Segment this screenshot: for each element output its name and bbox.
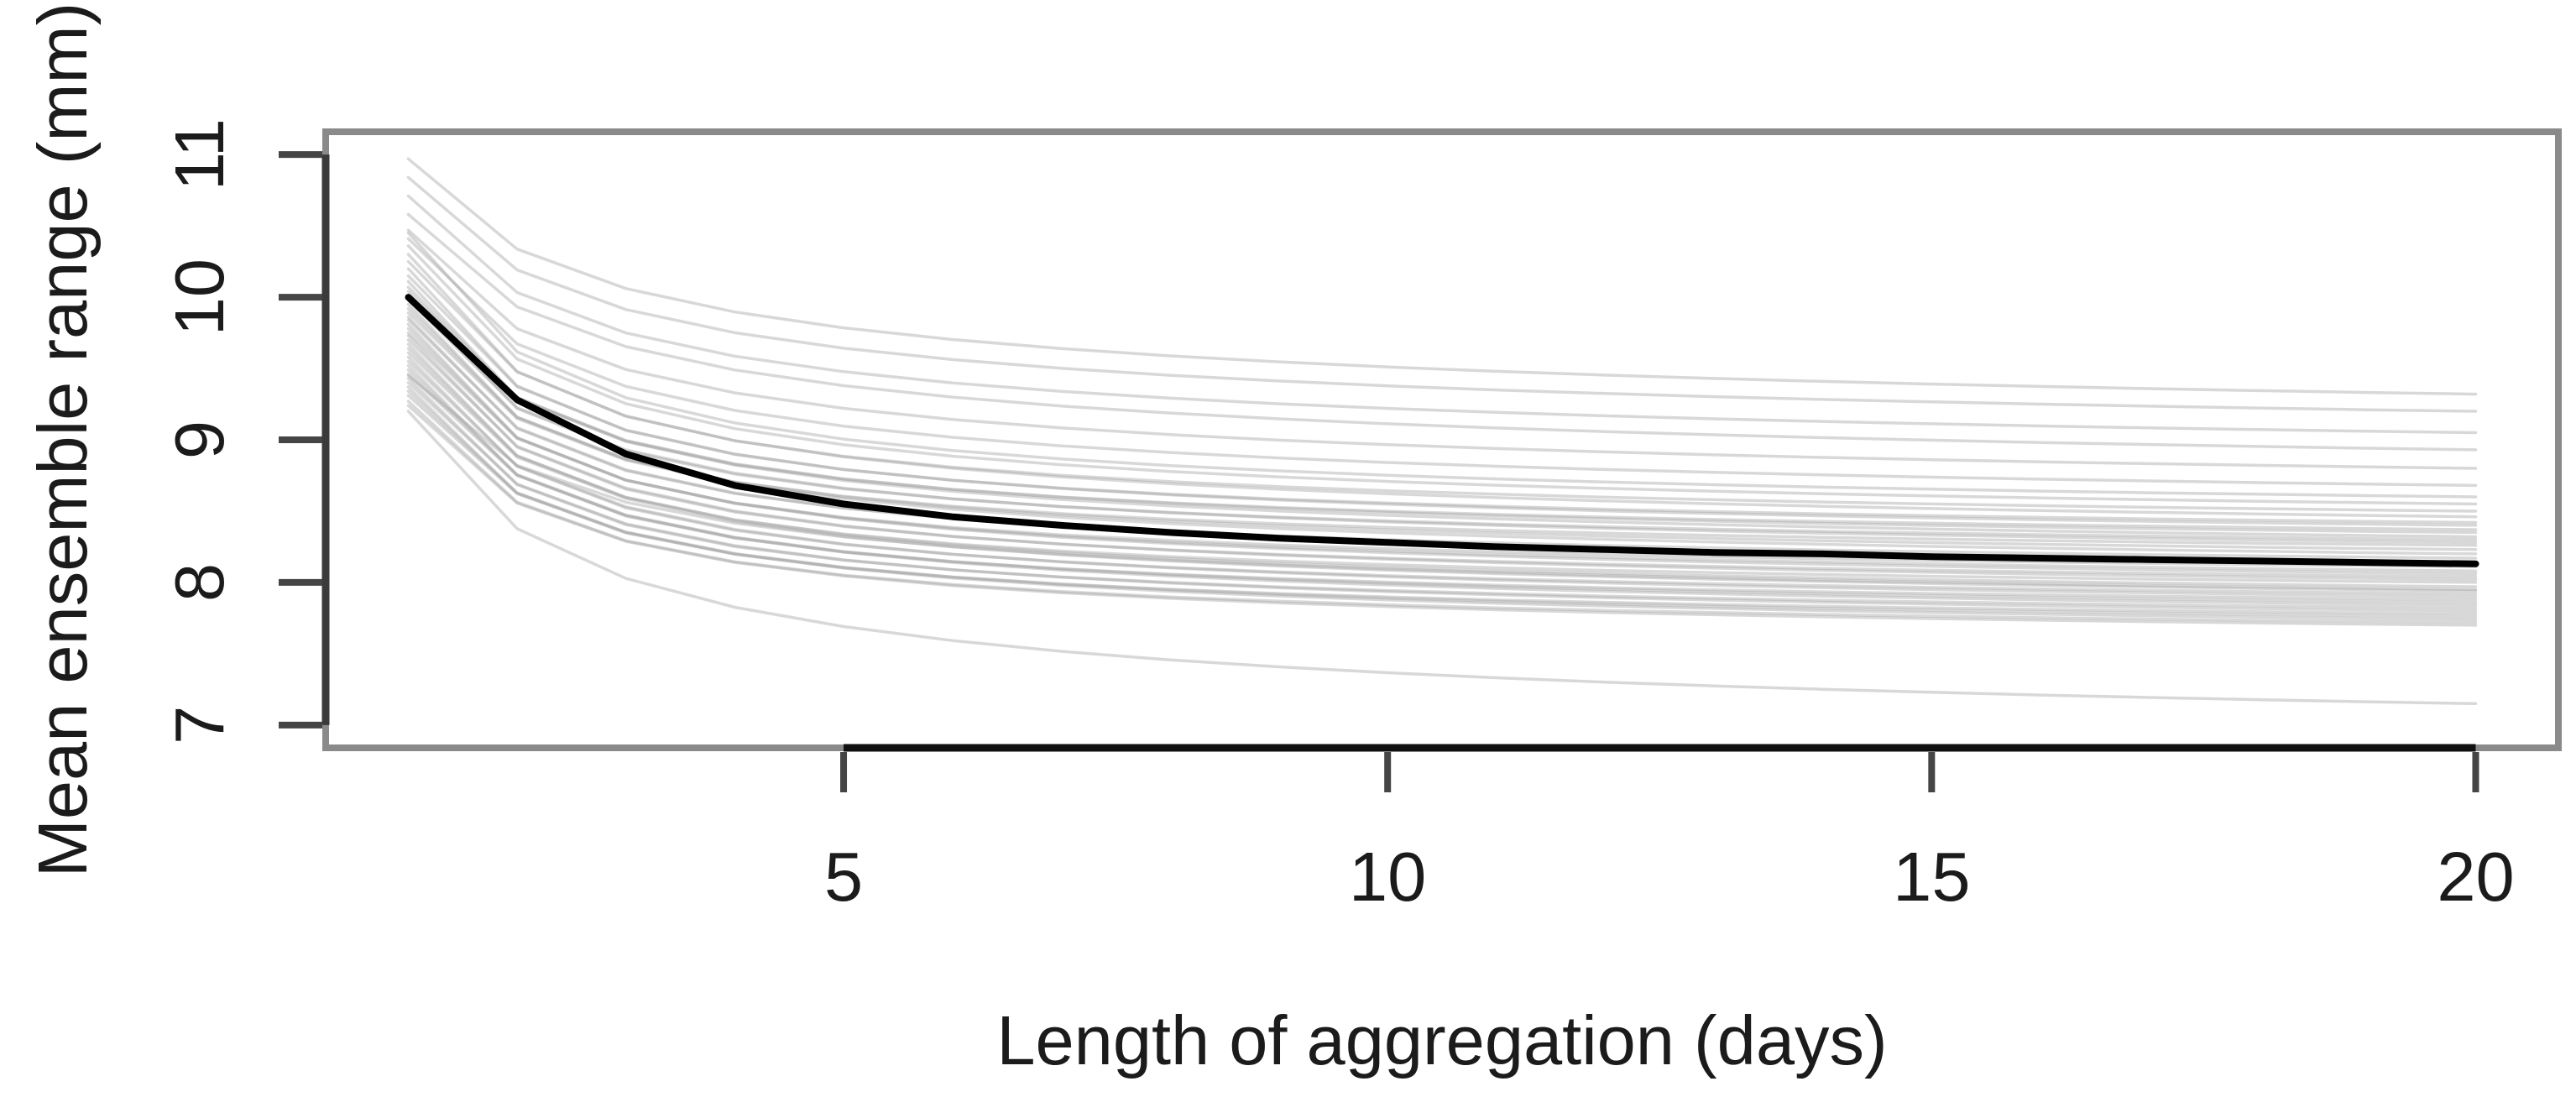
ensemble-member-line: [406, 302, 2478, 547]
x-axis: 5 10 15 20: [824, 752, 2515, 916]
y-tick-label: 7: [160, 706, 238, 744]
ensemble-member-line: [406, 244, 2478, 506]
ensemble-member-line: [406, 212, 2478, 452]
ensemble-member-line: [406, 228, 2478, 470]
ensemble-member-line: [406, 338, 2478, 582]
ensemble-member-line: [406, 342, 2478, 584]
x-tick-label: 15: [1893, 838, 1970, 916]
y-tick-label: 11: [160, 118, 238, 191]
ensemble-member-line: [406, 157, 2478, 396]
ensemble-member-line: [406, 373, 2478, 607]
ensemble-member-line: [406, 334, 2478, 578]
x-axis-title: Length of aggregation (days): [996, 1001, 1887, 1079]
ensemble-member-line: [406, 279, 2478, 531]
ensemble-member-line: [406, 394, 2478, 621]
ensemble-member-line: [406, 285, 2478, 535]
ensemble-member-line: [406, 374, 2478, 592]
ensemble-member-line: [406, 368, 2478, 604]
ensemble-member-line: [406, 194, 2478, 435]
ensemble-member-line: [406, 290, 2478, 539]
ensemble-member-line: [406, 359, 2478, 598]
ensemble-member-line: [406, 306, 2478, 551]
plot-box: [322, 128, 2562, 751]
ensemble-member-line: [406, 347, 2478, 588]
ensemble-member-line: [406, 267, 2478, 525]
ensemble-member-line: [406, 294, 2478, 541]
ensemble-member-line: [406, 298, 2478, 545]
ensemble-member-line: [406, 377, 2478, 610]
y-tick-label: 9: [160, 421, 238, 459]
ensemble-member-line: [406, 237, 2478, 488]
x-tick-label: 10: [1349, 838, 1426, 916]
ensemble-member-line: [406, 389, 2478, 619]
y-axis: 7 8 9 10 11: [160, 118, 322, 744]
ensemble-member-lines: [406, 157, 2478, 706]
x-tick-label: 20: [2437, 838, 2514, 916]
ensemble-member-line: [406, 381, 2478, 613]
ensemble-member-line: [406, 410, 2478, 706]
ensemble-member-line: [406, 175, 2478, 413]
y-axis-title: Mean ensemble range (mm): [24, 3, 102, 878]
ensemble-member-line: [406, 400, 2478, 624]
ensemble-member-line: [406, 326, 2478, 573]
ensemble-member-line: [406, 253, 2478, 513]
ensemble-member-line: [406, 274, 2478, 527]
ensemble-member-line: [406, 355, 2478, 596]
ensemble-member-line: [406, 385, 2478, 616]
ensemble-member-line: [406, 363, 2478, 602]
ensemble-member-line: [406, 331, 2478, 576]
ensemble-member-line: [406, 404, 2478, 627]
y-tick-label: 10: [160, 259, 238, 336]
mean-line: [405, 294, 2479, 567]
x-tick-label: 5: [824, 838, 863, 916]
ensemble-member-line: [406, 322, 2478, 568]
ensemble-member-line: [406, 231, 2478, 499]
ensemble-member-line: [406, 351, 2478, 593]
y-tick-label: 8: [160, 563, 238, 602]
ensemble-member-line: [406, 259, 2478, 519]
